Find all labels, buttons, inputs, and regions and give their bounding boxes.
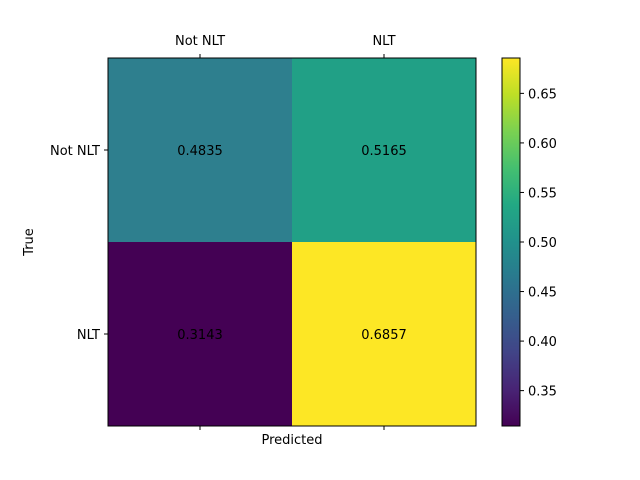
colorbar-ticks: 0.35 0.40 0.45 0.50 0.55 0.60 0.65 (520, 87, 557, 400)
colorbar-tick-label: 0.50 (528, 236, 557, 251)
cell-value-label: 0.3143 (177, 328, 223, 343)
colorbar-tick-label: 0.55 (528, 186, 557, 201)
heatmap-frame (107, 57, 477, 427)
colorbar-tick-label: 0.40 (528, 335, 557, 350)
heatmap-cell (292, 242, 476, 426)
y-axis-ticks: Not NLT NLT (50, 144, 108, 343)
colorbar-tick-label: 0.45 (528, 286, 557, 301)
heatmap-cells (108, 58, 476, 426)
x-axis-label: Predicted (261, 433, 322, 448)
colorbar-tick-label: 0.65 (528, 87, 557, 102)
cell-value-label: 0.5165 (361, 144, 407, 159)
y-tick-label: Not NLT (50, 144, 100, 159)
colorbar-tick-label: 0.60 (528, 137, 557, 152)
x-axis-ticks: Not NLT NLT (175, 34, 396, 430)
colorbar: 0.35 0.40 0.45 0.50 0.55 0.60 0.65 (501, 57, 557, 427)
heatmap-cell (108, 58, 292, 242)
heatmap-value-labels: 0.4835 0.5165 0.3143 0.6857 (177, 144, 407, 343)
y-axis-label: True (22, 228, 37, 257)
heatmap-cell (108, 242, 292, 426)
cell-value-label: 0.4835 (177, 144, 223, 159)
x-tick-label: NLT (372, 34, 395, 49)
colorbar-gradient (501, 57, 521, 427)
heatmap-cell (292, 58, 476, 242)
colorbar-tick-label: 0.35 (528, 385, 557, 400)
y-tick-label: NLT (77, 328, 100, 343)
cell-value-label: 0.6857 (361, 328, 407, 343)
x-tick-label: Not NLT (175, 34, 225, 49)
